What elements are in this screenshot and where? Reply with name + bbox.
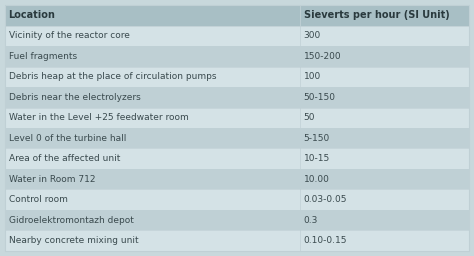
Text: Location: Location	[9, 10, 55, 20]
Bar	[5, 5, 469, 26]
Text: Water in the Level +25 feedwater room: Water in the Level +25 feedwater room	[9, 113, 188, 122]
Text: Level 0 of the turbine hall: Level 0 of the turbine hall	[9, 134, 126, 143]
Text: Debris heap at the place of circulation pumps: Debris heap at the place of circulation …	[9, 72, 216, 81]
Bar	[5, 230, 469, 251]
Text: Area of the affected unit: Area of the affected unit	[9, 154, 120, 163]
Text: Nearby concrete mixing unit: Nearby concrete mixing unit	[9, 236, 138, 245]
Bar	[5, 108, 469, 128]
Bar	[5, 189, 469, 210]
Text: 10.00: 10.00	[303, 175, 329, 184]
Bar	[5, 148, 469, 169]
Bar	[5, 210, 469, 230]
Text: 300: 300	[303, 31, 321, 40]
Text: 150-200: 150-200	[303, 52, 341, 61]
Text: 0.3: 0.3	[303, 216, 318, 225]
Bar	[5, 128, 469, 148]
Text: 0.10-0.15: 0.10-0.15	[303, 236, 347, 245]
Bar	[5, 87, 469, 108]
Text: 50-150: 50-150	[303, 93, 336, 102]
Bar	[5, 67, 469, 87]
Text: Water in Room 712: Water in Room 712	[9, 175, 95, 184]
Bar	[5, 169, 469, 189]
Text: Gidroelektromontazh depot: Gidroelektromontazh depot	[9, 216, 133, 225]
Text: 50: 50	[303, 113, 315, 122]
Text: Debris near the electrolyzers: Debris near the electrolyzers	[9, 93, 140, 102]
Text: 100: 100	[303, 72, 321, 81]
Bar	[5, 46, 469, 67]
Text: Fuel fragments: Fuel fragments	[9, 52, 77, 61]
Text: Vicinity of the reactor core: Vicinity of the reactor core	[9, 31, 129, 40]
Text: Control room: Control room	[9, 195, 67, 204]
Text: 5-150: 5-150	[303, 134, 330, 143]
Text: 0.03-0.05: 0.03-0.05	[303, 195, 347, 204]
Text: 10-15: 10-15	[303, 154, 330, 163]
Text: Sieverts per hour (SI Unit): Sieverts per hour (SI Unit)	[303, 10, 449, 20]
Bar	[5, 26, 469, 46]
